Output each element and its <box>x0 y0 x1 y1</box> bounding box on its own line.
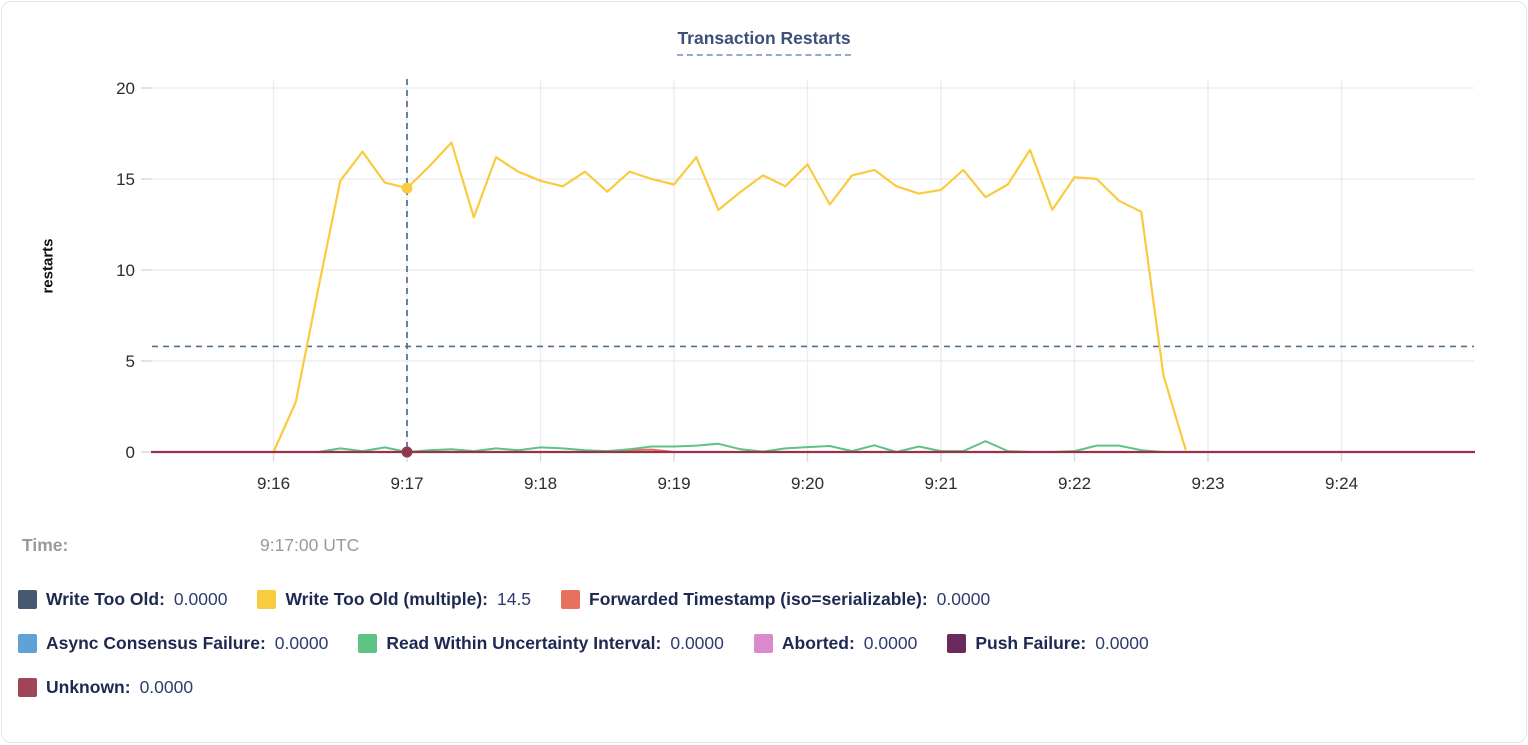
y-tick-label: 10 <box>116 261 135 280</box>
legend-item-forwarded-timestamp-iso-serializable: Forwarded Timestamp (iso=serializable): 0… <box>561 589 990 610</box>
legend-value: 0.0000 <box>139 676 194 697</box>
chart-title[interactable]: Transaction Restarts <box>677 28 851 56</box>
legend-value: 0.0000 <box>670 632 724 653</box>
x-tick-label: 9:24 <box>1325 474 1358 493</box>
hover-time-row: Time: 9:17:00 UTC <box>22 535 359 556</box>
legend-row: Write Too Old: 0.0000 Write Too Old (multi… <box>18 588 1516 610</box>
legend-label: Write Too Old (multiple): <box>285 588 488 609</box>
x-tick-label: 9:22 <box>1058 474 1091 493</box>
x-tick-label: 9:18 <box>524 474 557 493</box>
legend-label: Write Too Old: <box>46 588 165 609</box>
chart-title-wrap: Transaction Restarts <box>2 28 1526 56</box>
legend-item-async-consensus-failure: Async Consensus Failure: 0.0000 <box>18 633 328 654</box>
legend-item-write-too-old-multiple: Write Too Old (multiple): 14.5 <box>257 589 531 610</box>
legend-label: Forwarded Timestamp (iso=serializable): <box>589 588 928 609</box>
legend-swatch <box>947 633 967 653</box>
y-tick-label: 15 <box>116 170 135 189</box>
legend-swatch <box>753 633 773 653</box>
legend-label: Read Within Uncertainty Interval: <box>386 632 662 653</box>
transaction-restarts-chart[interactable]: 9:16 9:17 9:18 9:19 9:20 9:21 9:22 9:23 9:24 0 5 10… <box>2 2 1527 507</box>
legend-label: Async Consensus Failure: <box>46 632 266 653</box>
legend-value: 0.0000 <box>936 588 991 609</box>
y-tick-label: 0 <box>126 443 135 462</box>
legend-item-push-failure: Push Failure: 0.0000 <box>947 632 1149 654</box>
legend-swatch <box>257 589 277 609</box>
x-tick-label: 9:20 <box>791 474 824 493</box>
x-tick-label: 9:23 <box>1191 474 1224 493</box>
legend-value: 0.0000 <box>863 632 918 653</box>
legend-label: Unknown: <box>46 676 131 697</box>
legend-swatch <box>18 677 37 697</box>
x-tick-label: 9:17 <box>390 474 423 493</box>
legend-item-aborted: Aborted: 0.0000 <box>753 632 918 654</box>
series-write-too-old-multiple <box>272 141 1187 453</box>
legend-value: 0.0000 <box>173 588 228 609</box>
x-tick-label: 9:19 <box>657 474 690 493</box>
legend-label: Push Failure: <box>975 632 1087 653</box>
legend-row: Async Consensus Failure: 0.0000 Read Withi… <box>18 632 1516 654</box>
x-tick-label: 9:16 <box>257 474 290 493</box>
hover-time-label: Time: <box>22 535 69 555</box>
x-tick-label: 9:21 <box>924 474 957 493</box>
hover-dot-unknown <box>401 446 413 458</box>
legend-value: 14.5 <box>496 588 532 609</box>
legend-item-write-too-old: Write Too Old: 0.0000 <box>18 589 227 610</box>
legend-swatch <box>18 589 37 609</box>
hover-dot-write-too-old-multiple <box>401 182 413 194</box>
legend-item-read-within-uncertainty-interval: Read Within Uncertainty Interval: 0.0000 <box>358 633 724 654</box>
legend-item-unknown: Unknown: 0.0000 <box>18 677 193 698</box>
legend-row: Unknown: 0.0000 <box>18 676 1516 698</box>
legend-swatch <box>358 633 378 653</box>
series-read-within-uncertainty-interval <box>317 440 1164 453</box>
legend-value: 0.0000 <box>1095 632 1149 653</box>
legend-swatch <box>18 633 37 653</box>
legend-label: Aborted: <box>781 632 855 653</box>
y-tick-label: 5 <box>126 352 135 371</box>
legend-swatch <box>561 589 581 609</box>
chart-legend: Write Too Old: 0.0000 Write Too Old (multi… <box>18 588 1516 720</box>
y-tick-label: 20 <box>116 79 135 98</box>
legend-value: 0.0000 <box>274 632 329 653</box>
hover-time-value: 9:17:00 UTC <box>260 535 360 555</box>
